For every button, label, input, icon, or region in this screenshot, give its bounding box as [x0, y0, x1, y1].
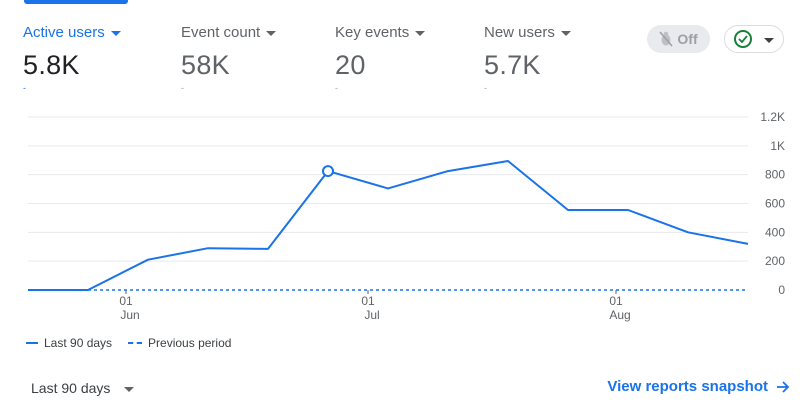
date-range-label: Last 90 days	[31, 380, 111, 396]
chart-legend: Last 90 days Previous period	[26, 336, 247, 350]
x-tick-label: 01	[119, 294, 133, 308]
chevron-down-icon	[124, 386, 135, 392]
date-range-dropdown[interactable]: Last 90 days	[31, 380, 135, 396]
arrow-right-icon	[777, 380, 790, 393]
metric-delta: -	[484, 83, 487, 93]
x-tick-label: Jul	[364, 308, 379, 322]
metric-delta: -	[335, 83, 338, 93]
y-tick-label: 600	[765, 197, 785, 211]
legend-swatch	[128, 342, 143, 344]
metric-event-count[interactable]: Event count 58K -	[181, 22, 331, 93]
metric-key-events[interactable]: Key events 20 -	[335, 22, 485, 93]
legend-label: Last 90 days	[44, 336, 113, 350]
legend-item-last-90-days: Last 90 days	[26, 336, 112, 350]
metric-delta: -	[23, 83, 26, 93]
y-tick-label: 1.2K	[760, 110, 785, 124]
bug-off-icon	[659, 31, 673, 47]
legend-label: Previous period	[148, 336, 232, 350]
metric-value: 58K	[181, 50, 230, 80]
status-dropdown[interactable]	[724, 25, 784, 53]
link-label: View reports snapshot	[607, 378, 768, 395]
metric-value: 5.8K	[23, 50, 80, 80]
check-circle-icon	[734, 30, 752, 48]
x-tick-label: 01	[609, 294, 623, 308]
metric-new-users[interactable]: New users 5.7K -	[484, 22, 634, 93]
toggle-label: Off	[677, 31, 698, 47]
metric-delta: -	[181, 83, 184, 93]
highlighted-data-point[interactable]	[322, 165, 334, 178]
chevron-down-icon	[110, 30, 121, 36]
x-tick-label: 01	[361, 294, 375, 308]
x-tick-label: Aug	[609, 308, 630, 322]
active-tab-indicator	[24, 0, 128, 4]
legend-item-previous-period: Previous period	[128, 336, 231, 350]
metric-active-users[interactable]: Active users 5.8K -	[23, 22, 173, 93]
metric-label: New users	[484, 23, 555, 41]
y-tick-label: 200	[765, 254, 785, 268]
chevron-down-icon	[764, 37, 774, 43]
chevron-down-icon	[266, 30, 277, 36]
y-tick-label: 1K	[770, 139, 785, 153]
y-tick-label: 400	[765, 225, 785, 239]
metric-value: 20	[335, 50, 366, 80]
view-reports-snapshot-link[interactable]: View reports snapshot	[607, 378, 790, 395]
chevron-down-icon	[415, 30, 426, 36]
y-axis-ticks: 1.2K 1K 800 600 400 200 0	[760, 110, 785, 297]
insights-toggle[interactable]: Off	[647, 25, 710, 53]
y-tick-label: 800	[765, 168, 785, 182]
chart-series	[28, 160, 749, 291]
metric-label: Active users	[23, 23, 105, 41]
chevron-down-icon	[560, 30, 571, 36]
series-line-last-90-days	[28, 160, 749, 291]
y-tick-label: 0	[778, 283, 785, 297]
legend-swatch	[26, 342, 38, 344]
x-tick-label: Jun	[120, 308, 139, 322]
metric-label: Event count	[181, 23, 261, 41]
metric-value: 5.7K	[484, 50, 541, 80]
metric-label: Key events	[335, 23, 410, 41]
chart-grid	[28, 116, 748, 262]
